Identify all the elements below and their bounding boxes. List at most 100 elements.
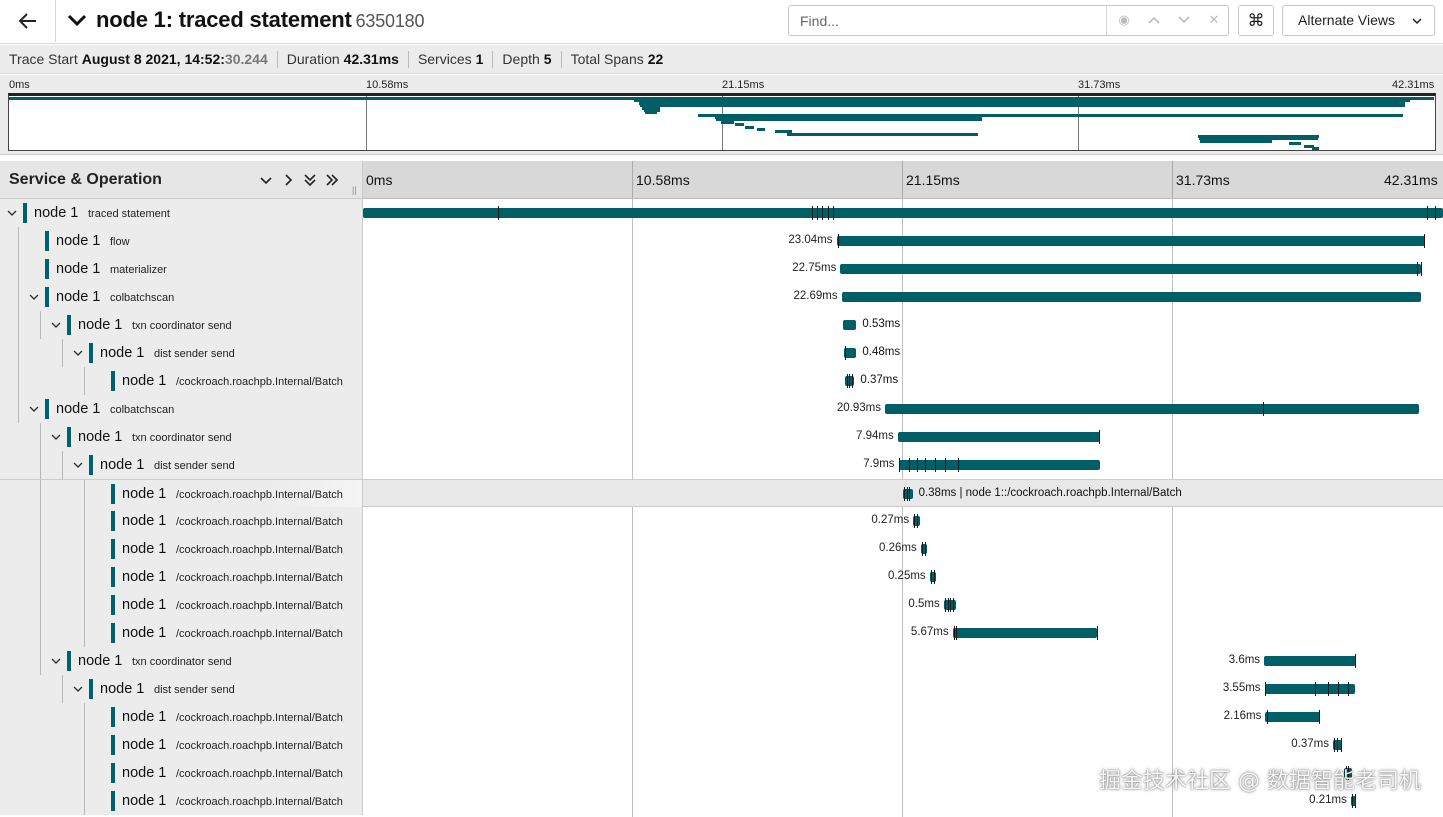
span-bar[interactable] xyxy=(840,264,1422,274)
span-log-marker[interactable] xyxy=(1099,430,1101,444)
span-log-marker[interactable] xyxy=(1345,766,1347,780)
span-log-marker[interactable] xyxy=(1354,654,1356,668)
span-log-marker[interactable] xyxy=(1262,402,1264,416)
span-row[interactable]: node 1/cockroach.roachpb.Internal/Batch 0… xyxy=(0,367,1443,395)
span-row[interactable]: node 1/cockroach.roachpb.Internal/Batch 0… xyxy=(0,563,1443,591)
span-name-cell[interactable]: node 1/cockroach.roachpb.Internal/Batch xyxy=(0,731,363,759)
span-name-cell[interactable]: node 1/cockroach.roachpb.Internal/Batch xyxy=(0,787,363,815)
span-row[interactable]: node 1/cockroach.roachpb.Internal/Batch xyxy=(0,759,1443,787)
span-bar[interactable] xyxy=(952,628,1098,638)
span-log-marker[interactable] xyxy=(947,598,949,612)
span-log-marker[interactable] xyxy=(837,234,839,248)
span-name-cell[interactable]: node 1 colbatchscan xyxy=(0,395,363,423)
span-log-marker[interactable] xyxy=(909,458,911,472)
span-log-marker[interactable] xyxy=(1354,794,1356,808)
span-row[interactable]: node 1/cockroach.roachpb.Internal/Batch 0… xyxy=(0,535,1443,563)
span-log-marker[interactable] xyxy=(953,626,955,640)
span-log-marker[interactable] xyxy=(851,374,853,388)
span-row[interactable]: node 1 dist sender send 7.9ms xyxy=(0,451,1443,479)
expand-toggle-icon[interactable] xyxy=(28,291,40,303)
span-row[interactable]: node 1 dist sender send 3.55ms xyxy=(0,675,1443,703)
expand-all-icon[interactable] xyxy=(324,172,340,188)
span-log-marker[interactable] xyxy=(930,570,932,584)
span-bar[interactable] xyxy=(902,489,913,499)
span-log-marker[interactable] xyxy=(1327,682,1329,696)
span-bar[interactable] xyxy=(841,292,1421,302)
span-row[interactable]: node 1/cockroach.roachpb.Internal/Batch 0… xyxy=(0,507,1443,535)
span-name-cell[interactable]: node 1 colbatchscan xyxy=(0,283,363,311)
span-log-marker[interactable] xyxy=(498,206,500,220)
expand-toggle-icon[interactable] xyxy=(50,319,62,331)
span-bar[interactable] xyxy=(913,516,920,526)
expand-one-icon[interactable] xyxy=(280,172,296,188)
span-name-cell[interactable]: node 1 dist sender send xyxy=(0,451,363,479)
span-bar[interactable] xyxy=(836,236,1425,246)
span-log-marker[interactable] xyxy=(899,458,901,472)
span-log-marker[interactable] xyxy=(845,346,847,360)
span-name-cell[interactable]: node 1/cockroach.roachpb.Internal/Batch xyxy=(0,759,363,787)
span-name-cell[interactable]: node 1 materializer xyxy=(0,255,363,283)
span-log-marker[interactable] xyxy=(1340,738,1342,752)
span-row[interactable]: node 1 materializer 22.75ms xyxy=(0,255,1443,283)
span-log-marker[interactable] xyxy=(1348,682,1350,696)
span-log-marker[interactable] xyxy=(944,458,946,472)
span-row[interactable]: node 1 flow 23.04ms xyxy=(0,227,1443,255)
span-row[interactable]: node 1/cockroach.roachpb.Internal/Batch 5… xyxy=(0,619,1443,647)
span-log-marker[interactable] xyxy=(832,206,834,220)
span-bar[interactable] xyxy=(842,320,857,330)
expand-toggle-icon[interactable] xyxy=(28,403,40,415)
span-row[interactable]: node 1 colbatchscan 20.93ms xyxy=(0,395,1443,423)
span-log-marker[interactable] xyxy=(904,487,906,501)
span-log-marker[interactable] xyxy=(1435,206,1437,220)
span-log-marker[interactable] xyxy=(906,487,908,501)
span-row[interactable]: node 1 dist sender send 0.48ms xyxy=(0,339,1443,367)
span-name-cell[interactable]: node 1/cockroach.roachpb.Internal/Batch xyxy=(0,367,363,395)
expand-toggle-icon[interactable] xyxy=(50,655,62,667)
span-name-cell[interactable]: node 1 traced statement xyxy=(0,199,363,227)
expand-toggle-icon[interactable] xyxy=(6,207,18,219)
next-result-icon[interactable] xyxy=(1175,11,1193,29)
span-bar[interactable] xyxy=(1265,712,1321,722)
keyboard-shortcuts-button[interactable]: ⌘ xyxy=(1238,5,1274,36)
span-log-marker[interactable] xyxy=(944,598,946,612)
locate-icon[interactable]: ◉ xyxy=(1118,12,1130,27)
clear-search-icon[interactable]: ✕ xyxy=(1208,12,1220,27)
span-log-marker[interactable] xyxy=(933,570,935,584)
collapse-all-icon[interactable] xyxy=(302,172,318,188)
expand-toggle-icon[interactable] xyxy=(72,683,84,695)
span-log-marker[interactable] xyxy=(1338,682,1340,696)
span-log-marker[interactable] xyxy=(914,514,916,528)
span-name-cell[interactable]: node 1 txn coordinator send xyxy=(0,311,363,339)
span-log-marker[interactable] xyxy=(849,374,851,388)
span-log-marker[interactable] xyxy=(846,374,848,388)
span-bar[interactable] xyxy=(898,460,1101,470)
span-name-cell[interactable]: node 1 dist sender send xyxy=(0,675,363,703)
span-log-marker[interactable] xyxy=(1427,206,1429,220)
expand-toggle-icon[interactable] xyxy=(72,347,84,359)
span-log-marker[interactable] xyxy=(922,542,924,556)
span-name-cell[interactable]: node 1/cockroach.roachpb.Internal/Batch xyxy=(0,619,363,647)
span-bar[interactable] xyxy=(1264,684,1356,694)
span-bar[interactable] xyxy=(844,348,857,358)
back-button[interactable] xyxy=(0,0,56,42)
span-bar[interactable] xyxy=(943,600,957,610)
minimap-canvas[interactable] xyxy=(8,93,1436,151)
span-name-cell[interactable]: node 1/cockroach.roachpb.Internal/Batch xyxy=(0,563,363,591)
span-row[interactable]: node 1/cockroach.roachpb.Internal/Batch 0… xyxy=(0,591,1443,619)
span-log-marker[interactable] xyxy=(934,458,936,472)
span-bar[interactable] xyxy=(1350,796,1357,806)
span-name-cell[interactable]: node 1 txn coordinator send xyxy=(0,423,363,451)
span-log-marker[interactable] xyxy=(1417,262,1419,276)
span-row[interactable]: node 1 txn coordinator send 3.6ms xyxy=(0,647,1443,675)
span-bar[interactable] xyxy=(920,544,928,554)
span-log-marker[interactable] xyxy=(950,598,952,612)
span-log-marker[interactable] xyxy=(916,458,918,472)
span-name-cell[interactable]: node 1 txn coordinator send xyxy=(0,647,363,675)
span-log-marker[interactable] xyxy=(924,542,926,556)
span-log-marker[interactable] xyxy=(812,206,814,220)
span-name-cell[interactable]: node 1/cockroach.roachpb.Internal/Batch xyxy=(0,535,363,563)
span-bar[interactable] xyxy=(1264,656,1356,666)
span-name-cell[interactable]: node 1/cockroach.roachpb.Internal/Batch xyxy=(0,480,363,508)
span-log-marker[interactable] xyxy=(957,458,959,472)
prev-result-icon[interactable] xyxy=(1145,11,1163,29)
